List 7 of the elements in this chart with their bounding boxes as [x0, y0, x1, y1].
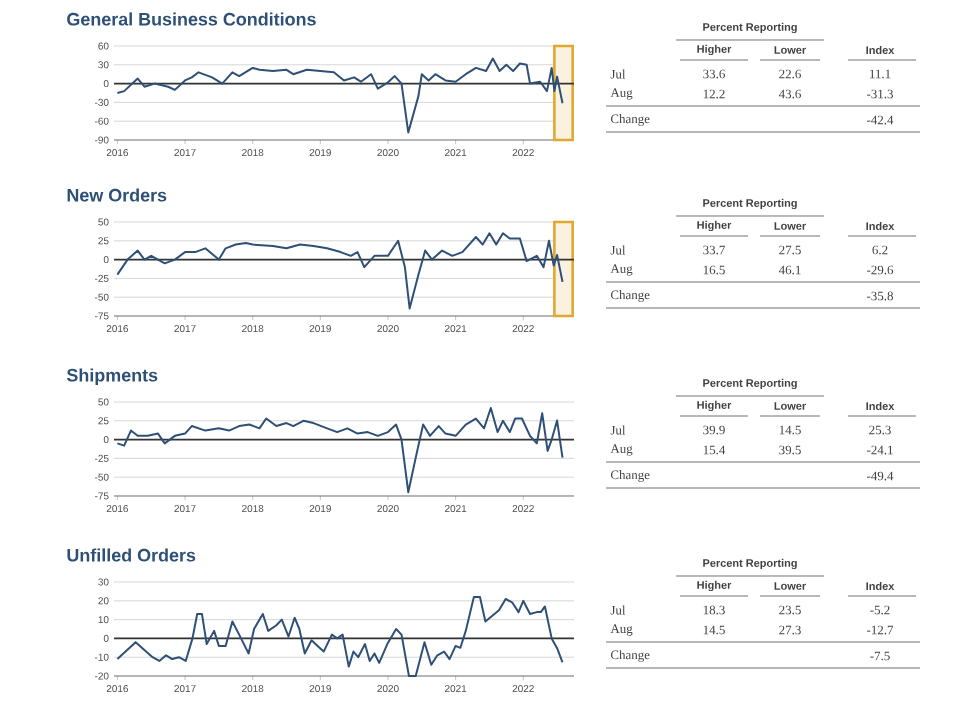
chart-title: General Business Conditions: [67, 12, 316, 26]
line-series: [116, 57, 564, 134]
chart-title: New Orders: [67, 188, 167, 202]
line-series: [116, 232, 564, 310]
chart-title: Unfilled Orders: [67, 548, 196, 562]
line-series: [116, 407, 564, 494]
chart-title: Shipments: [66, 368, 158, 386]
